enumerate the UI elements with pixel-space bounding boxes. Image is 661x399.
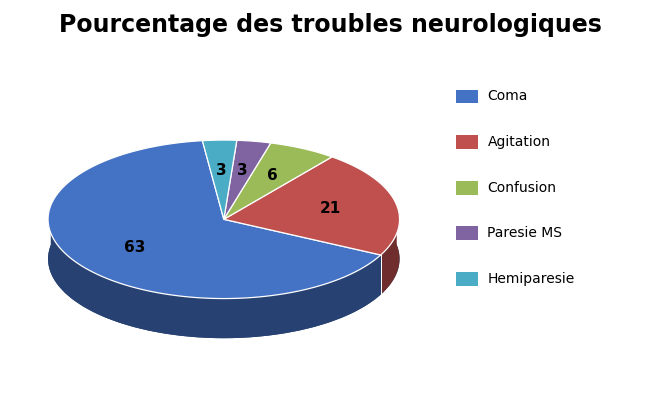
Text: 6: 6 [268,168,278,183]
Polygon shape [224,140,271,219]
Text: Confusion: Confusion [487,181,557,195]
Text: 3: 3 [216,163,227,178]
Text: Coma: Coma [487,89,527,103]
Bar [456,226,478,240]
Polygon shape [202,140,237,219]
Text: Hemiparesie: Hemiparesie [487,272,574,286]
Text: 63: 63 [124,240,145,255]
Ellipse shape [48,180,399,338]
Text: 21: 21 [319,201,341,216]
Bar [456,272,478,286]
Text: 3: 3 [237,164,248,178]
Polygon shape [224,143,332,219]
Text: Pourcentage des troubles neurologiques: Pourcentage des troubles neurologiques [59,13,602,37]
Bar [456,181,478,195]
Text: Paresie MS: Paresie MS [487,226,563,240]
Bar [456,135,478,149]
Polygon shape [48,141,381,298]
Polygon shape [381,205,399,294]
Polygon shape [224,157,399,255]
Text: Agitation: Agitation [487,135,551,149]
Polygon shape [48,205,381,338]
Bar [456,89,478,103]
